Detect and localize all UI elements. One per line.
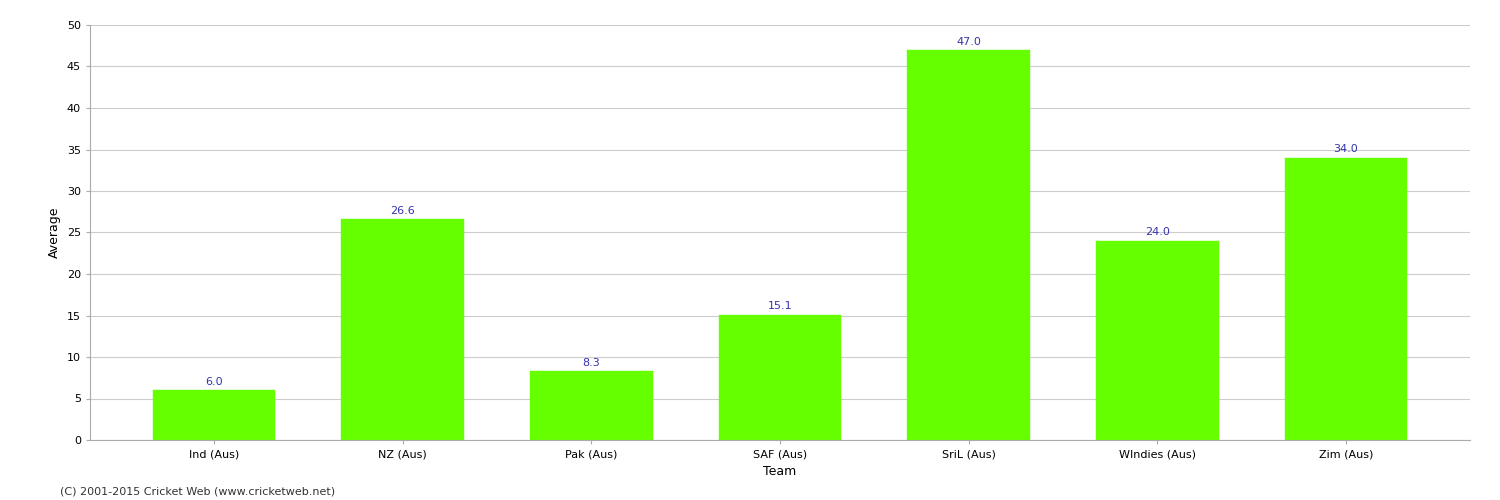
Text: 8.3: 8.3 [582,358,600,368]
Text: 47.0: 47.0 [956,36,981,46]
Text: 34.0: 34.0 [1334,144,1359,154]
Bar [1284,158,1407,440]
Bar [530,371,652,440]
Bar [342,219,464,440]
Bar [153,390,276,440]
Text: (C) 2001-2015 Cricket Web (www.cricketweb.net): (C) 2001-2015 Cricket Web (www.cricketwe… [60,487,334,497]
Bar [718,314,842,440]
Text: 6.0: 6.0 [206,377,224,387]
Bar [1096,241,1218,440]
Bar [908,50,1030,440]
Text: 26.6: 26.6 [390,206,416,216]
Y-axis label: Average: Average [48,207,62,258]
X-axis label: Team: Team [764,464,796,477]
Text: 24.0: 24.0 [1144,228,1170,237]
Text: 15.1: 15.1 [768,302,792,312]
